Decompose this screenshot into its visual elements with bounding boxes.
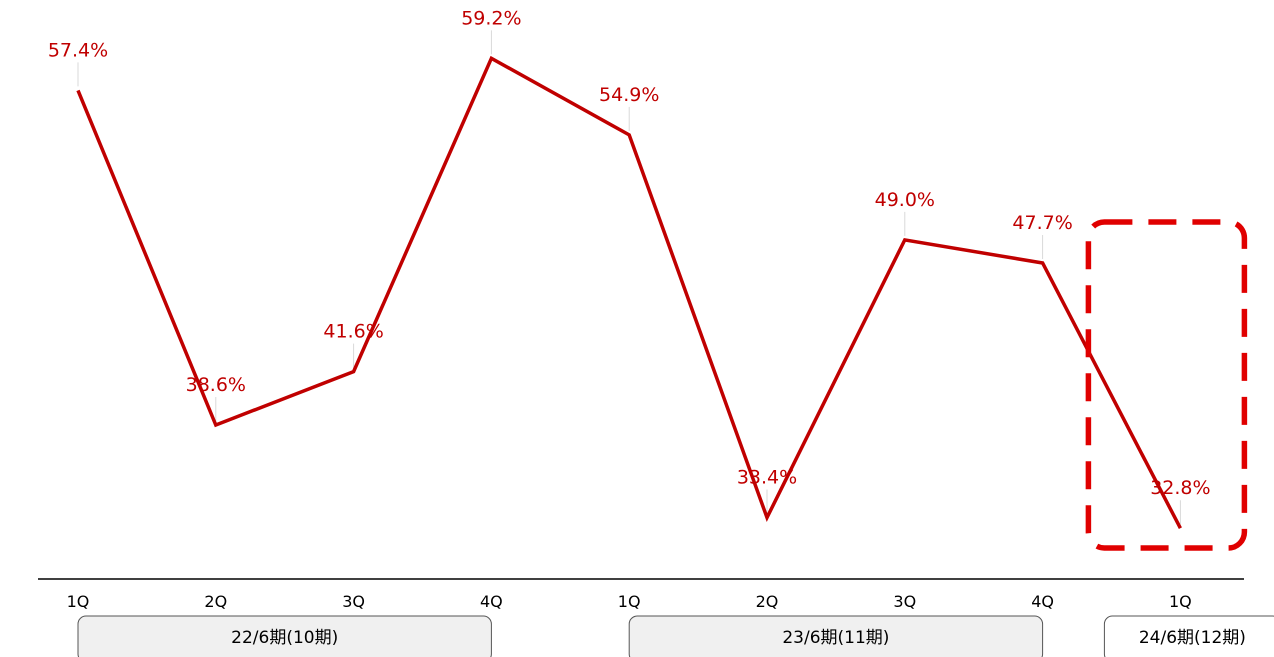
series-line: [76, 55, 1182, 530]
x-axis-ticks: 1Q 2Q 3Q 4Q 1Q 2Q 3Q 4Q 1Q: [67, 592, 1192, 611]
label-leader-lines: [77, 30, 1181, 525]
period-groups: 22/6期(10期) 23/6期(11期) 24/6期(12期): [77, 615, 1274, 657]
data-label: 57.4%: [48, 39, 108, 61]
period-box: [628, 615, 1044, 657]
tick-label: 2Q: [204, 592, 227, 611]
data-label: 59.2%: [461, 7, 521, 29]
data-labels: 57.4% 38.6% 41.6% 59.2% 54.9% 33.4% 49.0% 47.7%…: [48, 7, 1211, 499]
tick-label: 1Q: [1169, 592, 1192, 611]
highlight-box: [1085, 219, 1248, 551]
period-label: 24/6期(12期): [1139, 628, 1246, 648]
data-label: 54.9%: [599, 84, 659, 106]
tick-label: 1Q: [618, 592, 641, 611]
tick-label: 4Q: [480, 592, 503, 611]
data-label: 47.7%: [1012, 212, 1072, 234]
data-label: 38.6%: [186, 374, 246, 396]
tick-label: 2Q: [756, 592, 779, 611]
data-label: 33.4%: [737, 467, 797, 489]
tick-label: 3Q: [342, 592, 365, 611]
data-label: 49.0%: [875, 189, 935, 211]
data-label: 41.6%: [323, 321, 383, 343]
tick-label: 4Q: [1031, 592, 1054, 611]
period-label: 23/6期(11期): [782, 628, 889, 648]
period-label: 22/6期(10期): [231, 628, 338, 648]
period-box: [77, 615, 492, 657]
period-box: [1103, 615, 1274, 657]
tick-label: 1Q: [67, 592, 90, 611]
tick-label: 3Q: [893, 592, 916, 611]
data-label: 32.8%: [1150, 477, 1210, 499]
